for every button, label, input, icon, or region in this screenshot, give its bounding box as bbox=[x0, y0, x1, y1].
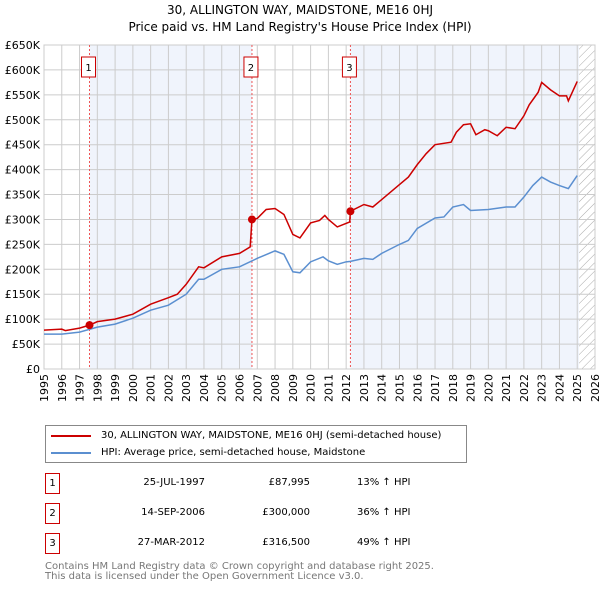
series-line bbox=[43, 81, 578, 332]
sale-marker-box bbox=[243, 56, 259, 78]
x-tick-label: 2009 bbox=[287, 374, 300, 402]
x-tick-label: 2022 bbox=[518, 374, 531, 402]
x-tick-label: 2014 bbox=[376, 374, 389, 402]
x-tick-label: 2023 bbox=[536, 374, 549, 402]
y-tick-label: £500K bbox=[5, 114, 41, 127]
sale-date: 25-JUL-1997 bbox=[143, 477, 205, 488]
x-tick-label: 1998 bbox=[91, 374, 104, 402]
x-tick-label: 2007 bbox=[251, 374, 264, 402]
y-tick-label: £300K bbox=[5, 213, 41, 226]
x-tick-label: 2008 bbox=[269, 374, 282, 402]
footer-copyright: Contains HM Land Registry data © Crown c… bbox=[45, 561, 434, 572]
y-tick-label: £0 bbox=[26, 363, 40, 376]
plot-frame bbox=[43, 44, 596, 370]
sale-marker-box bbox=[341, 56, 357, 78]
x-tick-label: 1995 bbox=[38, 374, 51, 402]
x-tick-label: 2003 bbox=[180, 374, 193, 402]
sale-point bbox=[346, 207, 355, 216]
sale-hpi: 49% ↑ HPI bbox=[357, 537, 411, 548]
x-tick-label: 2026 bbox=[589, 374, 600, 402]
y-tick-label: £350K bbox=[5, 189, 41, 202]
legend-label: HPI: Average price, semi-detached house,… bbox=[101, 447, 366, 458]
shaded-region bbox=[350, 45, 580, 369]
y-tick-label: £400K bbox=[5, 164, 41, 177]
forecast-hatch bbox=[579, 45, 595, 369]
x-tick-label: 2006 bbox=[234, 374, 247, 402]
legend-swatch-red bbox=[51, 435, 91, 437]
sale-marker-label: 1 bbox=[85, 63, 91, 74]
x-tick-label: 2020 bbox=[482, 374, 495, 402]
legend-label: 30, ALLINGTON WAY, MAIDSTONE, ME16 0HJ (… bbox=[101, 430, 442, 441]
x-tick-label: 2004 bbox=[198, 374, 211, 402]
x-tick-label: 2025 bbox=[571, 374, 584, 402]
sale-date: 27-MAR-2012 bbox=[137, 537, 205, 548]
footer-licence: This data is licensed under the Open Gov… bbox=[45, 571, 364, 582]
x-tick-label: 2012 bbox=[340, 374, 353, 402]
x-tick-label: 2019 bbox=[465, 374, 478, 402]
sale-point bbox=[85, 321, 94, 330]
shaded-region bbox=[89, 45, 252, 369]
sale-marker-label: 3 bbox=[346, 63, 352, 74]
x-tick-label: 1996 bbox=[56, 374, 69, 402]
legend: 30, ALLINGTON WAY, MAIDSTONE, ME16 0HJ (… bbox=[45, 425, 467, 463]
x-tick-label: 2000 bbox=[127, 374, 140, 402]
x-tick-label: 2018 bbox=[447, 374, 460, 402]
x-tick-label: 1999 bbox=[109, 374, 122, 402]
x-tick-label: 1997 bbox=[74, 374, 87, 402]
legend-swatch-blue bbox=[51, 452, 91, 454]
sale-point bbox=[247, 215, 256, 224]
price-chart: £0 £50K £100K £150K £200K £250K £300K £350K £400… bbox=[5, 39, 600, 402]
x-tick-label: 2002 bbox=[162, 374, 175, 402]
y-tick-label: £250K bbox=[5, 238, 41, 251]
sale-marker-box bbox=[81, 56, 97, 78]
sale-date: 14-SEP-2006 bbox=[141, 507, 205, 518]
x-tick-label: 2015 bbox=[393, 374, 406, 402]
y-tick-label: £150K bbox=[5, 288, 41, 301]
sale-marker: 2 bbox=[45, 503, 60, 524]
y-tick-label: £650K bbox=[5, 39, 41, 52]
sale-marker-label: 2 bbox=[248, 63, 254, 74]
x-tick-label: 2024 bbox=[553, 374, 566, 402]
chart-subtitle: Price paid vs. HM Land Registry's House … bbox=[128, 20, 472, 34]
sale-marker: 3 bbox=[45, 533, 60, 554]
y-tick-label: £200K bbox=[5, 263, 41, 276]
y-tick-label: £100K bbox=[5, 313, 41, 326]
sale-price: £316,500 bbox=[262, 537, 310, 548]
x-tick-label: 2013 bbox=[358, 374, 371, 402]
sale-marker: 1 bbox=[45, 473, 60, 494]
series-line bbox=[44, 175, 578, 335]
sale-price: £87,995 bbox=[268, 477, 310, 488]
x-tick-label: 2017 bbox=[429, 374, 442, 402]
sale-hpi: 13% ↑ HPI bbox=[357, 477, 411, 488]
y-tick-label: £550K bbox=[5, 89, 41, 102]
x-tick-label: 2016 bbox=[411, 374, 424, 402]
x-tick-label: 2021 bbox=[500, 374, 513, 402]
x-tick-label: 2010 bbox=[305, 374, 318, 402]
y-tick-label: £50K bbox=[12, 338, 41, 351]
chart-title: 30, ALLINGTON WAY, MAIDSTONE, ME16 0HJ bbox=[166, 3, 433, 17]
y-tick-label: £450K bbox=[5, 139, 41, 152]
sale-hpi: 36% ↑ HPI bbox=[357, 507, 411, 518]
x-tick-label: 2005 bbox=[216, 374, 229, 402]
x-tick-label: 2011 bbox=[322, 374, 335, 402]
x-tick-label: 2001 bbox=[145, 374, 158, 402]
sale-price: £300,000 bbox=[262, 507, 310, 518]
y-tick-label: £600K bbox=[5, 64, 41, 77]
